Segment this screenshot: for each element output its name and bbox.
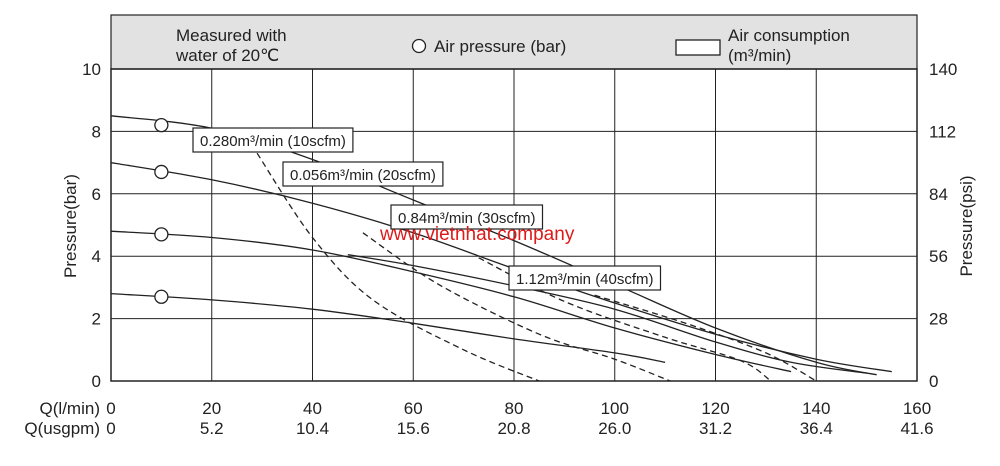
legend-note-line1: Measured with — [176, 26, 287, 45]
x-axis-title-lpm: Q(l/min) — [40, 399, 100, 418]
air-consumption-label-box — [508, 265, 662, 291]
y-axis-title-right: Pressure(psi) — [957, 175, 976, 276]
series-layer — [110, 115, 892, 382]
air-consumption-label: 0.280m³/min (10scfm) — [200, 133, 346, 150]
air-consumption-label: 0.056m³/min (20scfm) — [290, 167, 436, 184]
x-tick-label-gpm: 41.6 — [900, 419, 933, 438]
air-consumption-label-box — [192, 127, 354, 153]
plot-frame — [110, 68, 918, 382]
air-consumption-label: 1.12m³/min (40scfm) — [516, 271, 654, 288]
pressure-marker — [154, 164, 169, 180]
y-tick-label-right: 56 — [929, 247, 948, 266]
x-tick-label-lpm: 140 — [802, 399, 830, 418]
y-tick-label-right: 28 — [929, 310, 948, 329]
x-tick-label-lpm: 100 — [601, 399, 629, 418]
y-tick-label-left: 4 — [92, 247, 101, 266]
y-tick-label-left: 2 — [92, 310, 101, 329]
legend-consumption-label-line1: Air consumption — [728, 26, 850, 45]
legend-band — [110, 14, 918, 70]
y-tick-label-right: 84 — [929, 185, 948, 204]
air-consumption-label-box — [282, 161, 444, 187]
pressure-marker — [154, 118, 169, 133]
pressure-marker — [154, 289, 169, 304]
x-tick-label-lpm: 60 — [404, 399, 423, 418]
x-tick-label-lpm: 80 — [505, 399, 524, 418]
pressure-marker — [154, 227, 169, 242]
head-capacity-curve — [110, 230, 792, 373]
y-tick-label-left: 0 — [92, 372, 101, 391]
watermark: www.vietnhat.company — [379, 224, 575, 245]
y-tick-label-right: 140 — [929, 60, 957, 79]
legend-consumption-label-line2: (m³/min) — [728, 46, 791, 65]
air-consumption-label: 0.84m³/min (30scfm) — [398, 210, 536, 227]
x-tick-label-gpm: 31.2 — [699, 419, 732, 438]
x-tick-label-lpm: 0 — [106, 399, 115, 418]
head-capacity-curve — [347, 253, 867, 374]
x-axis-title-gpm: Q(usgpm) — [24, 419, 100, 438]
air-consumption-curve — [256, 152, 540, 382]
y-tick-label-right: 112 — [929, 122, 956, 141]
y-tick-label-left: 10 — [82, 60, 101, 79]
air-consumption-label-box — [390, 204, 544, 230]
x-tick-label-lpm: 120 — [701, 399, 729, 418]
y-tick-label-left: 6 — [92, 185, 101, 204]
x-tick-label-gpm: 5.2 — [200, 419, 224, 438]
x-tick-label-gpm: 26.0 — [598, 419, 631, 438]
air-consumption-curve — [594, 294, 817, 382]
x-tick-label-lpm: 20 — [202, 399, 221, 418]
x-tick-label-gpm: 20.8 — [497, 419, 530, 438]
grid — [111, 69, 917, 381]
legend-box-icon — [675, 39, 721, 56]
y-axis-title-left: Pressure(bar) — [61, 174, 80, 278]
air-consumption-curve — [362, 232, 671, 382]
x-tick-label-gpm: 0 — [106, 419, 115, 438]
legend-pressure-label: Air pressure (bar) — [434, 37, 566, 56]
x-tick-label-gpm: 36.4 — [800, 419, 833, 438]
y-tick-label-left: 8 — [92, 122, 101, 141]
legend-note-line2: water of 20℃ — [175, 46, 279, 65]
marker-layer — [154, 118, 169, 304]
x-tick-label-lpm: 160 — [903, 399, 931, 418]
annotation-layer: 0.280m³/min (10scfm) 0.056m³/min (20scfm)… — [192, 127, 662, 291]
tick-layer: 00205.24010.46015.68020.810026.012031.21… — [82, 60, 957, 438]
head-capacity-curve — [110, 292, 666, 363]
y-tick-label-right: 0 — [929, 372, 938, 391]
x-tick-label-gpm: 10.4 — [296, 419, 329, 438]
air-consumption-curve — [478, 257, 772, 382]
x-tick-label-gpm: 15.6 — [397, 419, 430, 438]
legend-circle-marker-icon — [411, 38, 427, 54]
x-tick-label-lpm: 40 — [303, 399, 322, 418]
